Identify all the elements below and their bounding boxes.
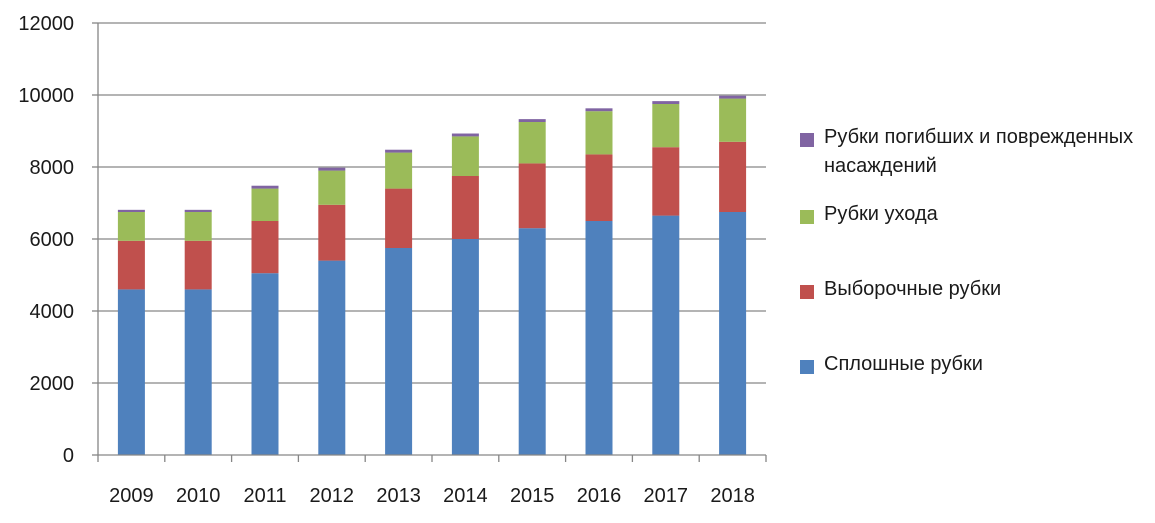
bar-segment-3-2013 (385, 152, 413, 189)
bar-segment-3-2014 (451, 136, 479, 176)
y-tick-label: 2000 (30, 373, 75, 395)
legend: Рубки погибших и поврежденных насаждений… (800, 0, 1150, 523)
bar-segment-2-2018 (719, 141, 747, 212)
bar-segment-2-2013 (385, 188, 413, 248)
bar-segment-3-2016 (585, 111, 613, 155)
bar-segment-2-2010 (184, 240, 212, 290)
x-tick-label: 2018 (710, 485, 755, 507)
bar-segment-2-2016 (585, 154, 613, 221)
y-tick-label: 10000 (18, 85, 74, 107)
legend-item-series-1: Сплошные рубки (800, 353, 1134, 379)
bar-segment-1-2010 (184, 289, 212, 455)
bar-segment-3-2011 (251, 188, 279, 221)
bar-segment-2-2017 (652, 147, 680, 216)
bar-segment-1-2016 (585, 221, 613, 455)
legend-swatch-blue-icon (800, 360, 814, 374)
legend-item-series-2: Выборочные рубки (800, 278, 1134, 304)
legend-swatch-purple-icon (800, 133, 814, 147)
x-tick-label: 2015 (510, 485, 555, 507)
y-tick-label: 4000 (30, 301, 75, 323)
bar-segment-4-2013 (385, 149, 413, 153)
legend-swatch-red-icon (800, 285, 814, 299)
bar-segment-1-2013 (385, 248, 413, 455)
y-tick-label: 0 (63, 445, 74, 467)
bar-segment-4-2018 (719, 95, 747, 99)
legend-label: Сплошные рубки (824, 353, 983, 375)
bar-segment-2-2011 (251, 221, 279, 274)
bar-segment-4-2014 (451, 133, 479, 137)
y-tick-label: 6000 (30, 229, 75, 251)
x-tick-label: 2017 (644, 485, 689, 507)
x-tick-label: 2013 (376, 485, 421, 507)
y-tick-label: 8000 (30, 157, 75, 179)
bar-segment-3-2017 (652, 104, 680, 148)
bar-segment-4-2012 (318, 167, 346, 171)
bar-segment-3-2010 (184, 212, 212, 241)
legend-label: Рубки погибших и поврежденных насаждений (824, 126, 1134, 177)
x-tick-label: 2014 (443, 485, 488, 507)
legend-item-series-3: Рубки ухода (800, 203, 1134, 229)
y-tick-label: 12000 (18, 13, 74, 35)
x-tick-label: 2012 (310, 485, 355, 507)
bar-segment-1-2011 (251, 273, 279, 455)
bar-segment-3-2012 (318, 170, 346, 205)
bar-segment-2-2009 (117, 240, 145, 290)
bar-segment-1-2017 (652, 215, 680, 455)
bar-segment-3-2018 (719, 98, 747, 142)
bar-segment-2-2014 (451, 176, 479, 239)
x-tick-label: 2016 (577, 485, 622, 507)
bars (117, 95, 747, 455)
bar-segment-1-2018 (719, 212, 747, 455)
x-tick-label: 2009 (109, 485, 154, 507)
bar-segment-1-2015 (518, 228, 546, 455)
bar-segment-3-2015 (518, 122, 546, 164)
stacked-bar-chart: 0 2000 4000 6000 8000 10000 12000 2009 2010 2011… (18, 13, 767, 507)
bar-segment-1-2012 (318, 260, 346, 455)
x-tick-label: 2010 (176, 485, 221, 507)
legend-label: Рубки ухода (824, 203, 938, 225)
bar-segment-3-2009 (117, 212, 145, 241)
bar-segment-1-2014 (451, 239, 479, 455)
bar-segment-4-2011 (251, 185, 279, 189)
legend-swatch-green-icon (800, 210, 814, 224)
bar-segment-2-2012 (318, 204, 346, 261)
bar-segment-4-2009 (117, 209, 145, 212)
x-tick-labels: 2009 2010 2011 2012 2013 2014 2015 2016 2017 2018 (109, 485, 755, 507)
bar-segment-4-2015 (518, 119, 546, 122)
y-tick-labels: 0 2000 4000 6000 8000 10000 12000 (18, 13, 74, 467)
bar-segment-2-2015 (518, 163, 546, 229)
legend-item-series-4: Рубки погибших и поврежденных насаждений (800, 126, 1134, 181)
legend-label: Выборочные рубки (824, 278, 1002, 300)
axes (92, 22, 767, 462)
bar-segment-4-2017 (652, 101, 680, 104)
bar-segment-1-2009 (117, 289, 145, 455)
bar-segment-4-2016 (585, 108, 613, 112)
x-tick-label: 2011 (243, 485, 286, 507)
bar-segment-4-2010 (184, 209, 212, 212)
